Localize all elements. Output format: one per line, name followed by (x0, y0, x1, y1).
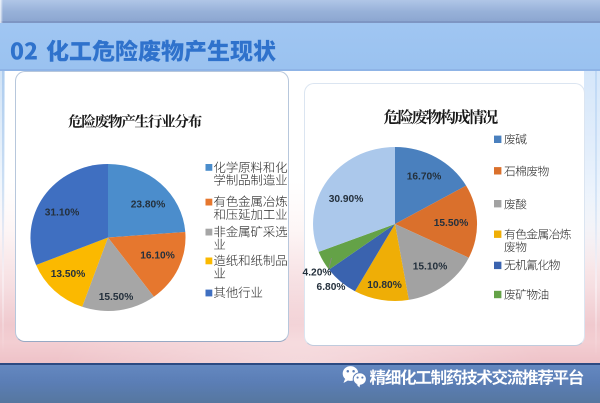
svg-text:31.10%: 31.10% (45, 208, 80, 219)
svg-text:15.10%: 15.10% (413, 262, 448, 273)
svg-text:15.50%: 15.50% (99, 292, 134, 303)
svg-text:6.80%: 6.80% (317, 282, 346, 293)
svg-text:13.50%: 13.50% (51, 269, 86, 280)
svg-text:16.10%: 16.10% (140, 251, 175, 262)
svg-text:10.80%: 10.80% (367, 280, 402, 291)
svg-text:4.20%: 4.20% (303, 268, 332, 279)
svg-text:30.90%: 30.90% (329, 194, 364, 205)
svg-text:16.70%: 16.70% (407, 172, 442, 183)
svg-text:15.50%: 15.50% (434, 218, 469, 229)
svg-text:23.80%: 23.80% (131, 200, 166, 211)
